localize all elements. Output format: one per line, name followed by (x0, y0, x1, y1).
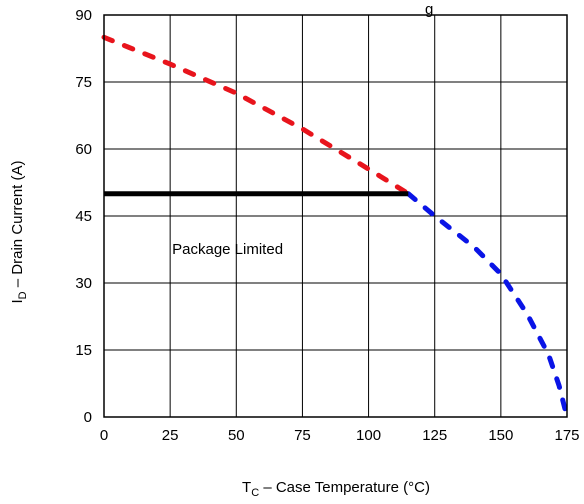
x-tick-label: 75 (294, 427, 311, 444)
y-tick-labels: 0 15 30 45 60 75 90 (75, 7, 92, 426)
x-tick-label: 125 (422, 427, 447, 444)
y-tick-label: 75 (75, 74, 92, 91)
y-axis-title: ID – Drain Current (A) (9, 161, 29, 304)
annotations: Package Limited (172, 241, 283, 258)
y-tick-label: 30 (75, 275, 92, 292)
y-tick-label: 45 (75, 208, 92, 225)
title-fragment: g (425, 1, 433, 18)
y-tick-label: 90 (75, 7, 92, 24)
x-axis-title: TC – Case Temperature (°C) (242, 479, 430, 499)
y-tick-label: 0 (84, 409, 92, 426)
plot-frame (103, 14, 568, 418)
series-line-1 (405, 191, 570, 420)
x-tick-label: 150 (488, 427, 513, 444)
series-line-0 (101, 34, 411, 197)
x-tick-label: 0 (100, 427, 108, 444)
x-tick-label: 50 (228, 427, 245, 444)
grid-lines (103, 14, 568, 418)
package-limited-label: Package Limited (172, 241, 283, 258)
x-tick-label: 25 (162, 427, 179, 444)
y-tick-label: 15 (75, 342, 92, 359)
x-tick-label: 100 (356, 427, 381, 444)
x-tick-labels: 0 25 50 75 100 125 150 175 (100, 427, 580, 444)
data-series (101, 34, 570, 420)
y-tick-label: 60 (75, 141, 92, 158)
x-tick-label: 175 (554, 427, 579, 444)
